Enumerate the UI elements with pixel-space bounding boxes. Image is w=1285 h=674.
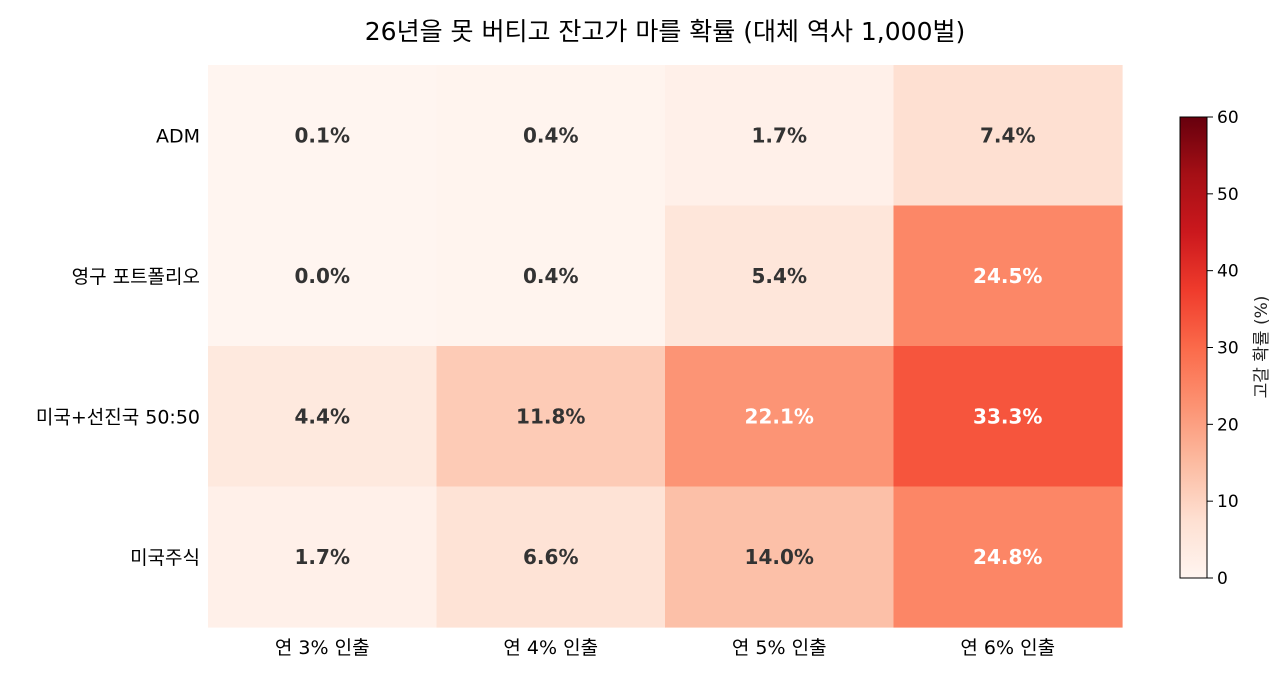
row-label: 영구 포트폴리오: [72, 266, 200, 288]
chart-title: 26년을 못 버티고 잔고가 마를 확률 (대체 역사 1,000벌): [365, 17, 965, 46]
heatmap-cell: [893, 346, 1123, 488]
heatmap-cell: [208, 205, 438, 347]
heatmap-cell: [665, 346, 895, 488]
heatmap-cell: [436, 205, 666, 347]
heatmap-cells: 0.1% 0.4% 1.7% 7.4% 0.0% 0.4% 5.4% 24.5% 4.4% 11.…: [208, 65, 1123, 628]
cell-value-label: 14.0%: [745, 545, 814, 569]
cell-value-label: 1.7%: [752, 123, 807, 147]
colorbar-tick-label: 60: [1217, 108, 1239, 128]
heatmap-cell: [665, 486, 895, 628]
cell-value-label: 24.5%: [973, 264, 1042, 288]
colorbar-tick-label: 40: [1217, 262, 1239, 282]
column-label: 연 4% 인출: [503, 637, 598, 659]
cell-value-label: 33.3%: [973, 404, 1042, 428]
column-label: 연 6% 인출: [960, 637, 1055, 659]
heatmap-cell: [893, 65, 1123, 207]
heatmap-cell: [893, 205, 1123, 347]
colorbar-ticks: 0 10 20 30 40 50 60: [1207, 108, 1239, 589]
cell-value-label: 0.4%: [523, 123, 578, 147]
heatmap-cell: [208, 346, 438, 488]
colorbar-tick-label: 10: [1217, 492, 1239, 512]
heatmap-cell: [665, 65, 895, 207]
colorbar: 0 10 20 30 40 50 60 고갈 확률 (%): [1179, 108, 1272, 589]
cell-value-label: 6.6%: [523, 545, 578, 569]
cell-value-label: 5.4%: [752, 264, 807, 288]
colorbar-label: 고갈 확률 (%): [1252, 296, 1272, 399]
heatmap-cell: [208, 486, 438, 628]
colorbar-tick-label: 50: [1217, 185, 1239, 205]
cell-value-label: 7.4%: [980, 123, 1035, 147]
row-label: 미국주식: [130, 547, 200, 569]
row-label: 미국+선진국 50:50: [36, 406, 200, 428]
column-label: 연 3% 인출: [275, 637, 370, 659]
row-label: ADM: [156, 125, 200, 147]
heatmap-cell: [893, 486, 1123, 628]
heatmap-cell: [665, 205, 895, 347]
cell-value-label: 24.8%: [973, 545, 1042, 569]
heatmap-cell: [208, 65, 438, 207]
cell-value-label: 0.4%: [523, 264, 578, 288]
heatmap-cell: [436, 486, 666, 628]
column-labels: 연 3% 인출 연 4% 인출 연 5% 인출 연 6% 인출: [275, 637, 1055, 659]
colorbar-tick-label: 30: [1217, 339, 1239, 359]
column-label: 연 5% 인출: [732, 637, 827, 659]
heatmap-cell: [436, 65, 666, 207]
cell-value-label: 11.8%: [516, 404, 585, 428]
heatmap-cell: [436, 346, 666, 488]
cell-value-label: 0.1%: [295, 123, 350, 147]
cell-value-label: 22.1%: [745, 404, 814, 428]
colorbar-tick-label: 20: [1217, 415, 1239, 435]
colorbar-gradient: [1179, 116, 1208, 579]
cell-value-label: 0.0%: [295, 264, 350, 288]
colorbar-tick-label: 0: [1217, 569, 1228, 589]
cell-value-label: 4.4%: [295, 404, 350, 428]
cell-value-label: 1.7%: [295, 545, 350, 569]
